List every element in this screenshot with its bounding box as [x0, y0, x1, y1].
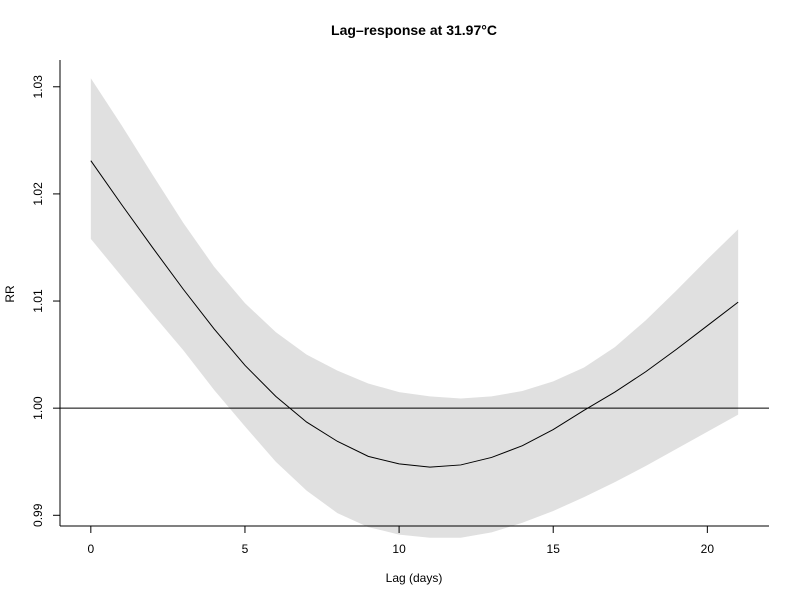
- x-tick-label: 0: [87, 542, 94, 556]
- y-axis-label: RR: [3, 285, 17, 303]
- y-tick-label: 1.02: [31, 182, 45, 206]
- y-tick-label: 1.00: [31, 396, 45, 420]
- x-tick-label: 10: [392, 542, 406, 556]
- x-axis-label: Lag (days): [386, 571, 443, 585]
- chart-title: Lag–response at 31.97°C: [331, 22, 497, 38]
- x-tick-label: 20: [701, 542, 715, 556]
- x-tick-label: 5: [242, 542, 249, 556]
- axes-layer: 0 5 10 15 20 0.99 1.00 1.01 1.02 1.03: [31, 60, 769, 556]
- y-tick-label: 0.99: [31, 503, 45, 527]
- confidence-band: [90, 78, 739, 538]
- rr-line: [90, 160, 739, 468]
- x-tick-label: 15: [547, 542, 561, 556]
- y-tick-label: 1.01: [31, 289, 45, 313]
- confidence-band-layer: [90, 78, 739, 538]
- y-tick-label: 1.03: [31, 75, 45, 99]
- fit-line-layer: [90, 160, 739, 468]
